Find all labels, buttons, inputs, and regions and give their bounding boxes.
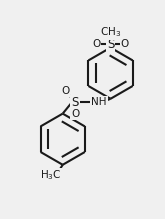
Text: O: O xyxy=(120,39,129,49)
Text: O: O xyxy=(92,39,101,49)
Text: O: O xyxy=(71,109,79,119)
Text: NH: NH xyxy=(91,97,107,107)
Text: CH$_3$: CH$_3$ xyxy=(100,26,121,39)
Text: O: O xyxy=(61,86,69,96)
Text: S: S xyxy=(107,38,114,51)
Text: S: S xyxy=(71,95,79,109)
Text: H$_3$C: H$_3$C xyxy=(40,169,62,182)
